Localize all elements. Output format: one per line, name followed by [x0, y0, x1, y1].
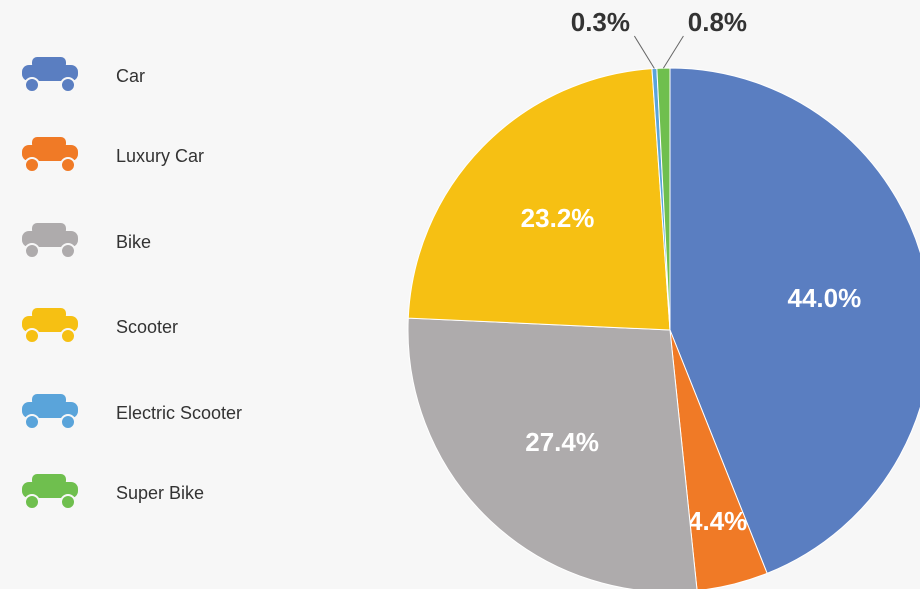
icon-wheel: [60, 157, 76, 173]
icon-wheel: [24, 243, 40, 259]
legend-icon: [22, 137, 78, 173]
slice-label: 27.4%: [525, 427, 599, 457]
icon-wheel: [24, 414, 40, 430]
legend-label: Electric Scooter: [116, 403, 242, 423]
pie-slice: [669, 67, 920, 574]
pie-slice: [656, 67, 671, 331]
icon-top: [32, 394, 66, 406]
legend-icon: [22, 223, 78, 259]
legend-icon: [22, 308, 78, 344]
icon-wheel: [60, 494, 76, 510]
slice-label: 4.4%: [688, 506, 747, 536]
slice-label: 0.3%: [571, 7, 630, 37]
icon-body: [22, 145, 78, 161]
icon-body: [22, 231, 78, 247]
legend-label: Super Bike: [116, 483, 204, 503]
pie-slice: [669, 329, 768, 589]
icon-body: [22, 482, 78, 498]
icon-top: [32, 308, 66, 320]
icon-wheel: [60, 414, 76, 430]
icon-wheel: [24, 494, 40, 510]
slice-label: 23.2%: [521, 203, 595, 233]
icon-top: [32, 474, 66, 486]
leader-line: [633, 35, 655, 69]
icon-top: [32, 57, 66, 69]
pie-slice: [407, 317, 698, 589]
icon-wheel: [60, 328, 76, 344]
legend-label: Scooter: [116, 317, 178, 337]
slice-label: 44.0%: [788, 283, 862, 313]
pie-slice: [407, 68, 671, 331]
icon-wheel: [24, 328, 40, 344]
leader-line: [662, 35, 684, 69]
icon-top: [32, 223, 66, 235]
icon-wheel: [60, 77, 76, 93]
icon-body: [22, 316, 78, 332]
legend-label: Car: [116, 66, 145, 86]
icon-top: [32, 137, 66, 149]
legend-label: Luxury Car: [116, 146, 204, 166]
icon-body: [22, 65, 78, 81]
slice-label: 0.8%: [688, 7, 747, 37]
icon-wheel: [60, 243, 76, 259]
icon-wheel: [24, 157, 40, 173]
legend-icon: [22, 57, 78, 93]
legend-label: Bike: [116, 232, 151, 252]
icon-body: [22, 402, 78, 418]
legend-icon: [22, 474, 78, 510]
legend-icon: [22, 394, 78, 430]
icon-wheel: [24, 77, 40, 93]
